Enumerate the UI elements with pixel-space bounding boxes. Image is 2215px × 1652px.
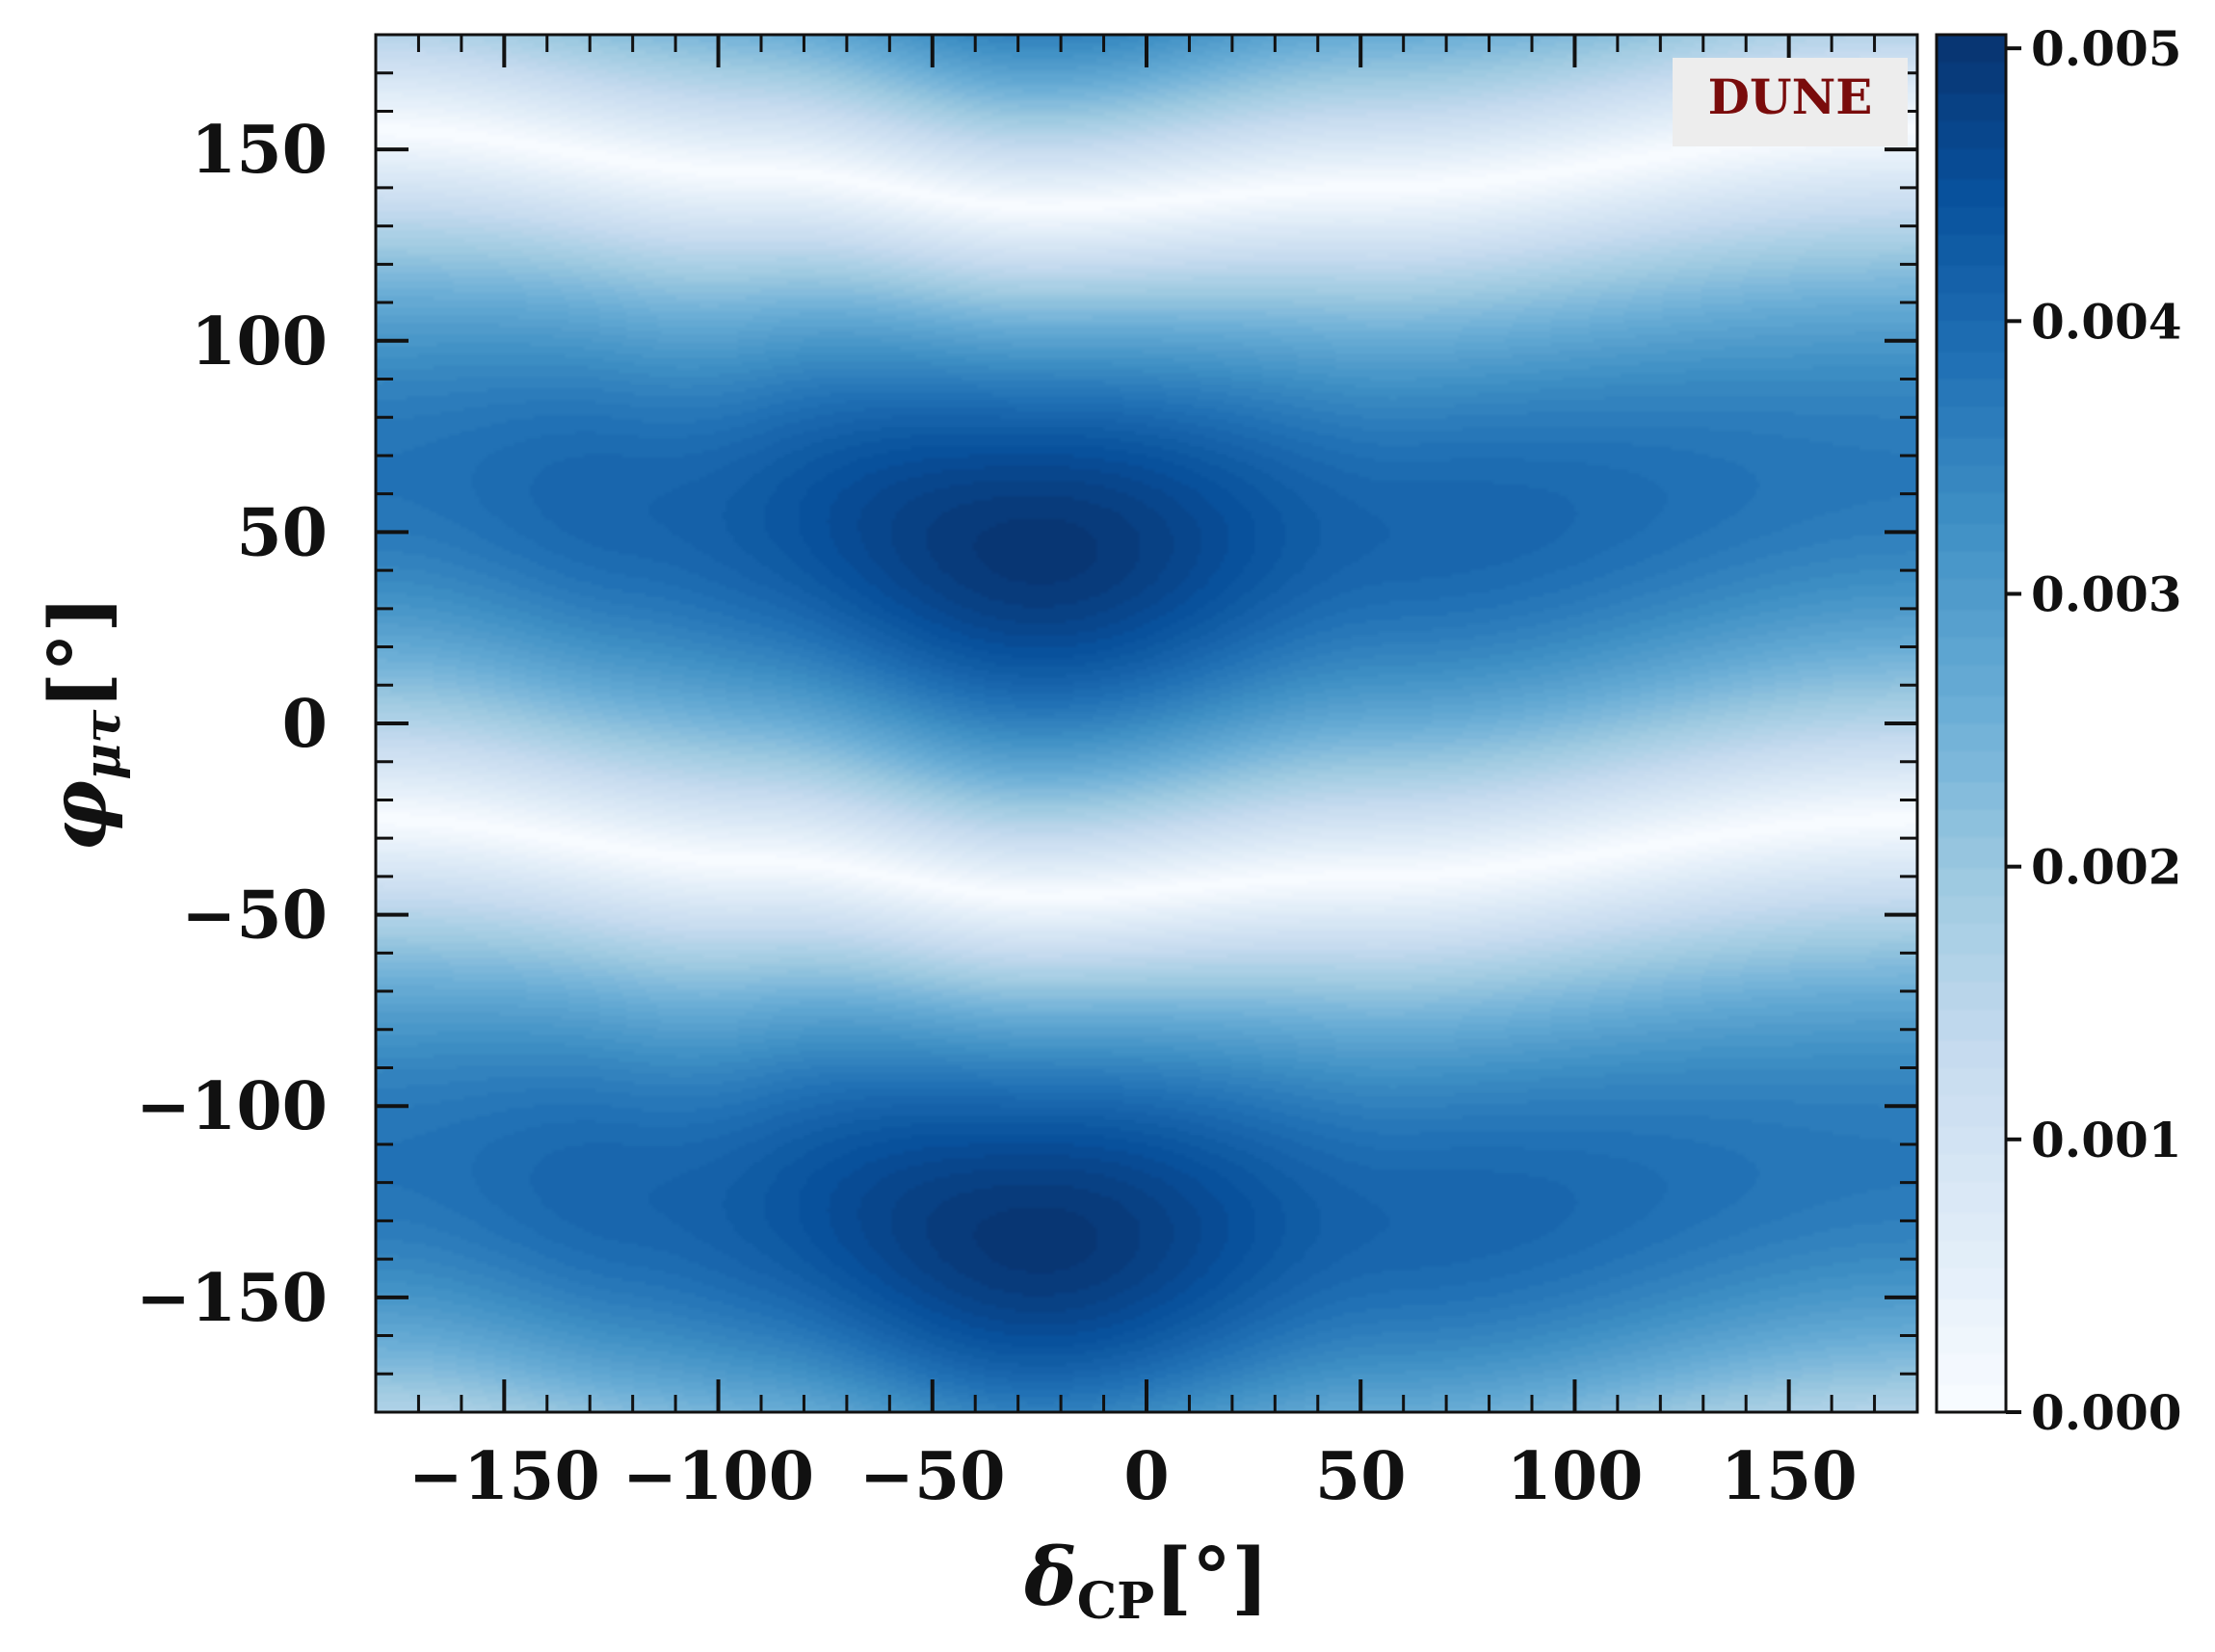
colorbar-frame [1935,33,2008,1414]
x-tick-label: 100 [1506,1438,1643,1515]
colorbar-tick-label: 0.003 [2031,565,2182,622]
y-tick-label: 150 [191,112,328,189]
x-axis-tick-labels: −150 −100 −50 0 50 100 150 [409,1438,1858,1515]
y-axis-tick-labels: −150 −100 −50 0 50 100 150 [136,112,328,1337]
y-tick-label: −100 [136,1068,328,1145]
x-axis-ticks [374,35,1919,1412]
colorbar-tick-label: 0.002 [2031,839,2182,896]
dune-badge-background [1673,58,1908,146]
y-tick-label: 0 [282,686,328,763]
heatmap-image [376,35,1917,1412]
colorbar: 0.000 0.001 0.002 0.003 0.004 0.005 [1935,20,2182,1441]
heatmap-area [376,35,1917,1412]
x-tick-label: −100 [622,1438,814,1515]
colorbar-tick-label: 0.005 [2031,20,2182,77]
x-tick-label: −150 [409,1438,600,1515]
colorbar-tick-label: 0.000 [2031,1384,2182,1441]
colorbar-tick-labels: 0.000 0.001 0.002 0.003 0.004 0.005 [2031,20,2182,1441]
y-axis-title-subscript: μτ [73,709,132,780]
colorbar-ticks [2006,46,2021,1414]
dune-badge: DUNE [1673,58,1908,146]
colorbar-tick-label: 0.001 [2031,1112,2182,1168]
y-tick-label: 100 [191,303,328,380]
x-axis-title-symbol: δ [1023,1532,1077,1624]
x-axis-title-unit: [°] [1154,1532,1269,1624]
x-tick-label: 150 [1721,1438,1858,1515]
x-axis-title-subscript: CP [1077,1572,1155,1631]
dune-badge-label: DUNE [1708,68,1873,125]
x-tick-label: 50 [1315,1438,1407,1515]
y-axis-title: φμτ[°] [33,595,132,852]
y-axis-title-unit: [°] [33,595,125,710]
y-tick-label: −150 [136,1260,328,1337]
x-tick-label: 0 [1123,1438,1169,1515]
x-tick-label: −50 [859,1438,1006,1515]
colorbar-tick-label: 0.004 [2031,293,2182,350]
y-tick-label: 50 [236,494,328,571]
y-tick-label: −50 [181,878,328,955]
y-axis-title-symbol: φ [33,780,125,852]
y-axis-ticks [376,33,1917,1414]
x-axis-title: δCP[°] [1023,1532,1269,1631]
colorbar-gradient [1937,35,2006,1412]
